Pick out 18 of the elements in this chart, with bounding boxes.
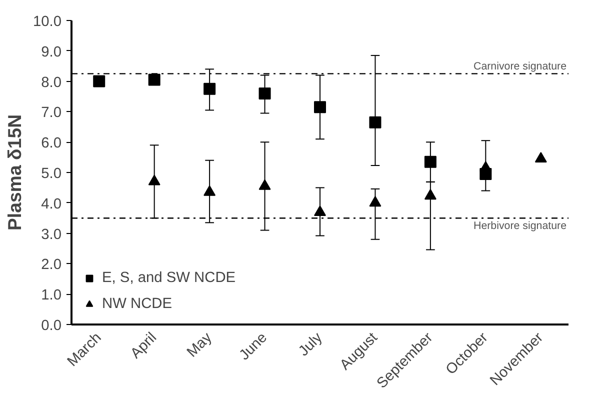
ref-line-label: Herbivore signature [474,220,567,232]
y-tick-label: 9.0 [41,44,62,60]
y-tick-label: 4.0 [41,196,62,212]
y-tick-label: 0.0 [41,318,62,334]
y-axis-title: Plasma δ15N [4,114,25,231]
y-tick-label: 8.0 [41,74,62,91]
ref-line-label: Carnivore signature [474,60,567,73]
y-tick-label: 6.0 [41,136,62,152]
y-tick-label: 3.0 [41,226,62,243]
y-tick-label: 2.0 [41,257,62,274]
x-tick-label: May [184,329,216,361]
legend-label: NW NCDE [102,296,172,312]
x-tick-label: July [296,329,326,360]
y-tick-label: 7.0 [41,105,62,122]
y-tick-label: 5.0 [41,166,62,182]
y-tick-label: 1.0 [41,288,62,304]
y-tick-label: 10.0 [32,14,62,30]
legend-label: E, S, and SW NCDE [102,270,236,286]
